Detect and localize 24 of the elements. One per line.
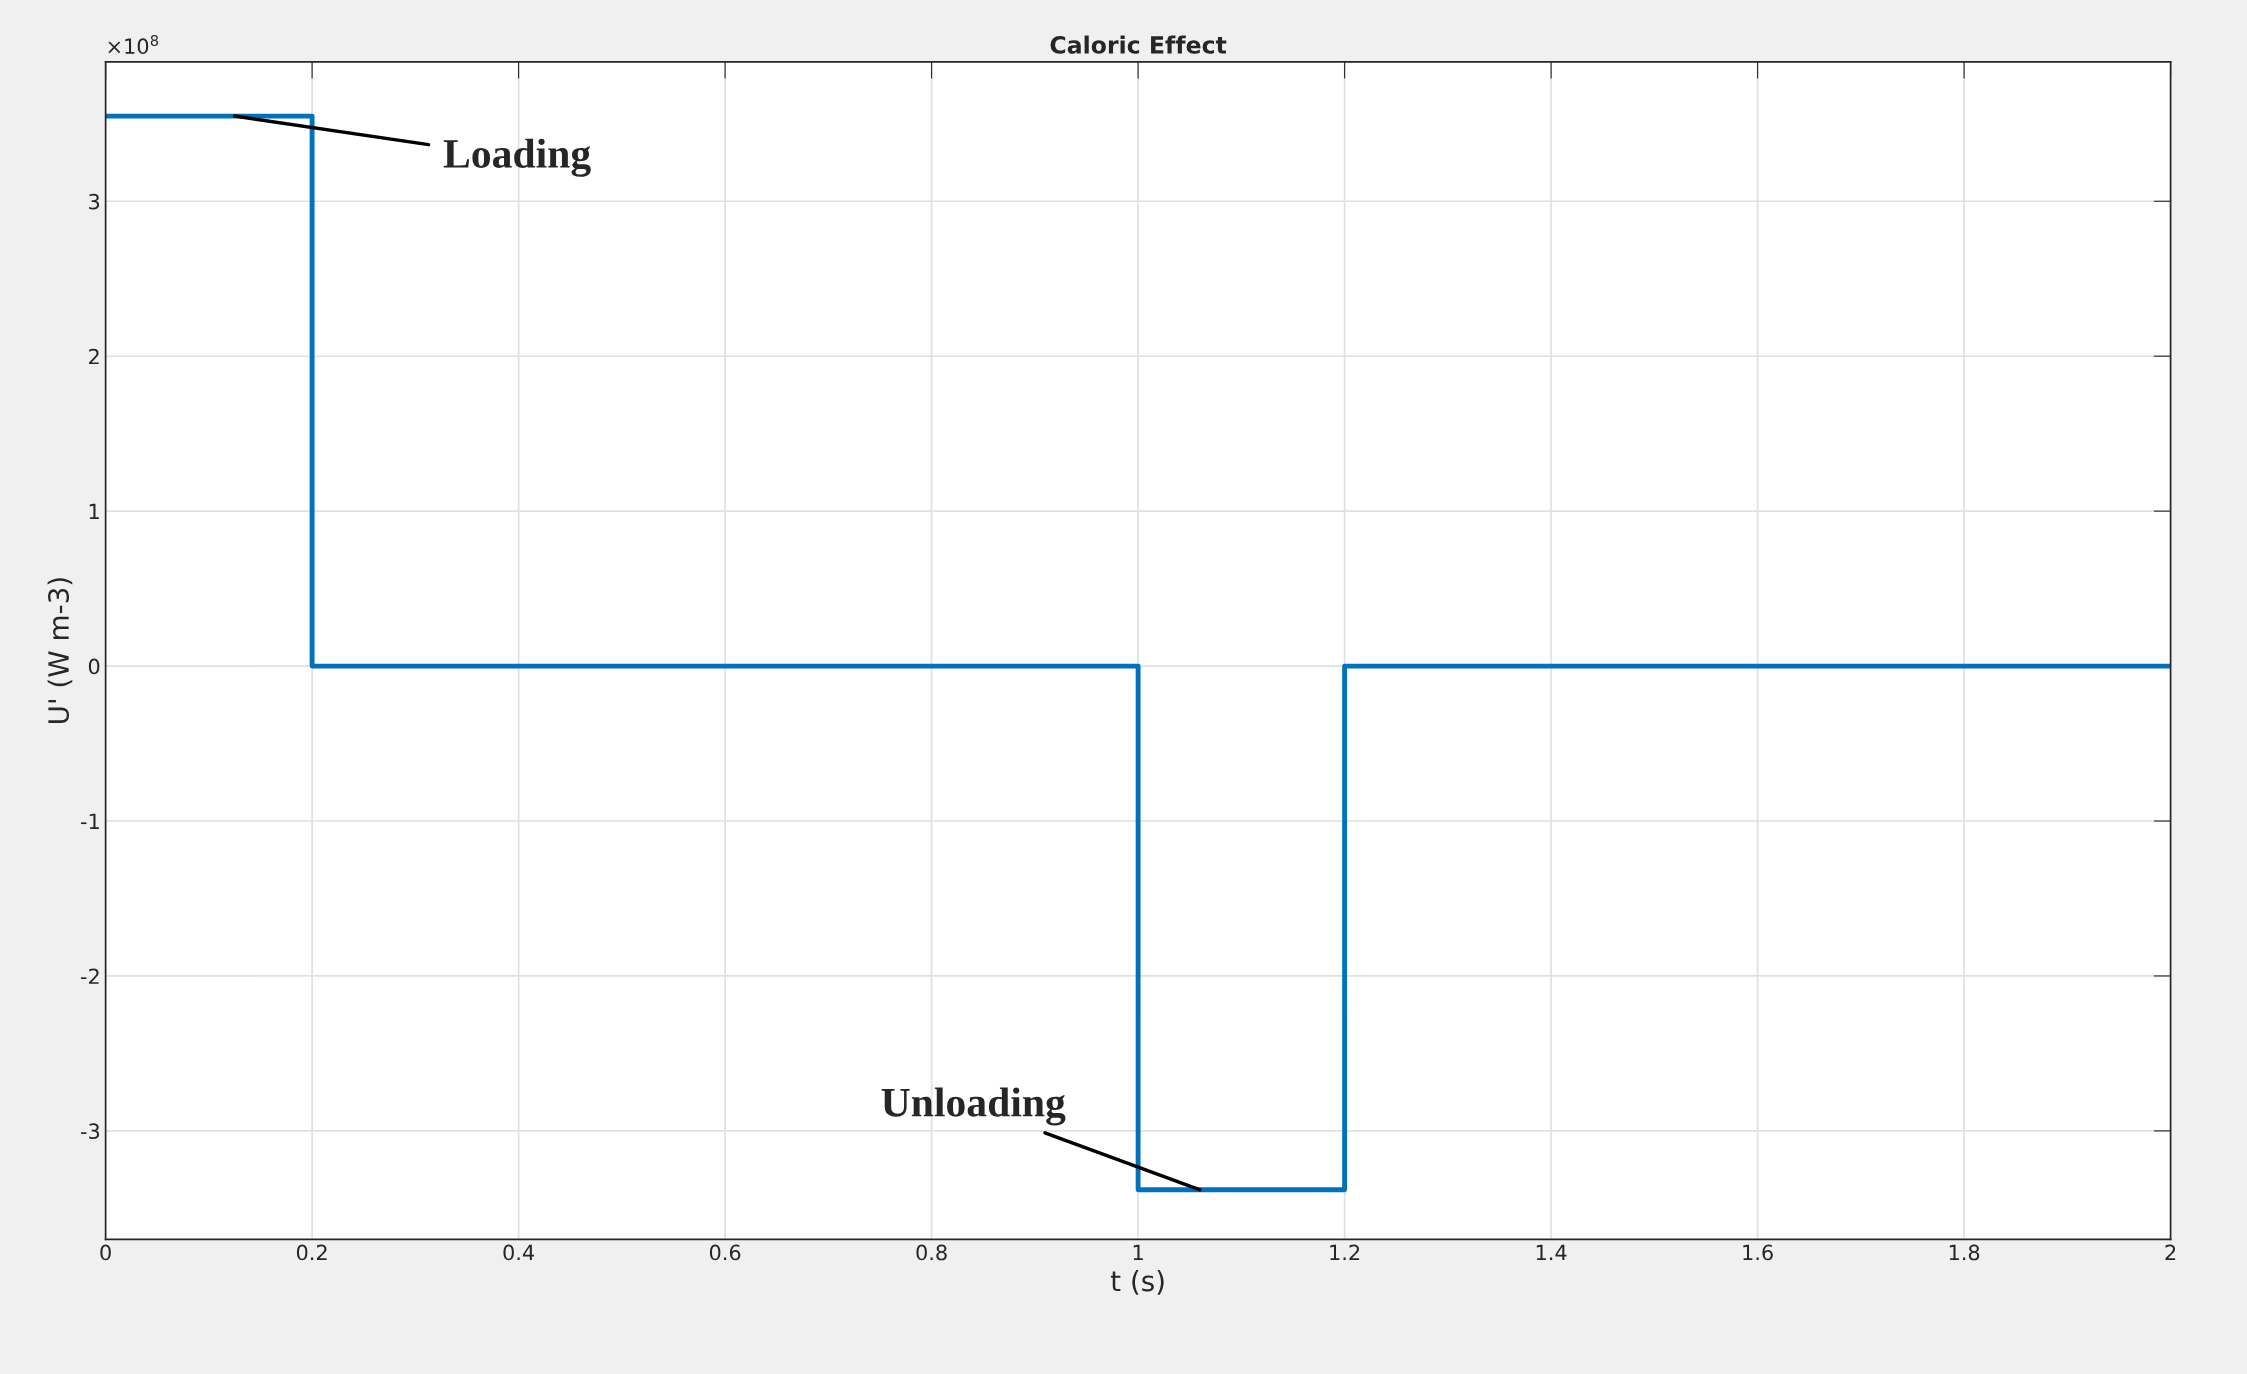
y-tick-label: 3 — [89, 193, 100, 210]
annotation: Loading — [443, 138, 591, 177]
x-tick-label: 0 — [100, 1244, 111, 1261]
text: ×10$^{8}$ — [108, 35, 159, 55]
y-tick-label: -2 — [81, 968, 99, 984]
x-tick-label: 2 — [2165, 1244, 2176, 1261]
x-tick-label: 1.4 — [1536, 1244, 1567, 1261]
y-tick-label: -1 — [81, 813, 99, 829]
x-tick-label: 1.8 — [1949, 1244, 1980, 1261]
x-axis-title: t (s) — [1110, 1269, 1164, 1295]
x-tick-label: 0.6 — [709, 1244, 741, 1261]
x-tick-label: 0.2 — [296, 1244, 327, 1261]
y-tick-label: -3 — [81, 1123, 100, 1140]
y-tick-label: 1 — [89, 503, 99, 520]
y-axis-title: U' (W m-3) — [47, 578, 73, 723]
y-tick-label: 2 — [89, 348, 99, 365]
x-tick-label: 1.2 — [1330, 1244, 1360, 1261]
x-tick-label: 1 — [1133, 1244, 1143, 1261]
x-tick-label: 0.4 — [503, 1244, 535, 1261]
y-tick-label: 0 — [88, 658, 100, 675]
x-tick-label: 1.6 — [1743, 1244, 1773, 1261]
annotation: Unloading — [881, 1087, 1066, 1126]
chart-title: Caloric Effect — [1050, 35, 1227, 54]
x-tick-label: 0.8 — [916, 1244, 947, 1261]
